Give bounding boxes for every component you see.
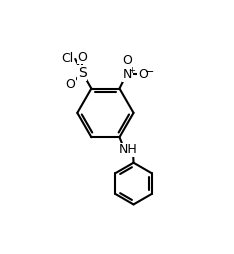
Text: NH: NH <box>119 144 138 156</box>
Text: S: S <box>78 66 87 80</box>
Text: N: N <box>123 68 132 81</box>
Text: O: O <box>138 68 148 81</box>
Text: O: O <box>77 51 87 64</box>
Text: +: + <box>128 66 135 75</box>
Text: O: O <box>123 54 133 67</box>
Text: O: O <box>66 78 75 91</box>
Text: −: − <box>144 67 154 77</box>
Text: Cl: Cl <box>61 52 73 65</box>
